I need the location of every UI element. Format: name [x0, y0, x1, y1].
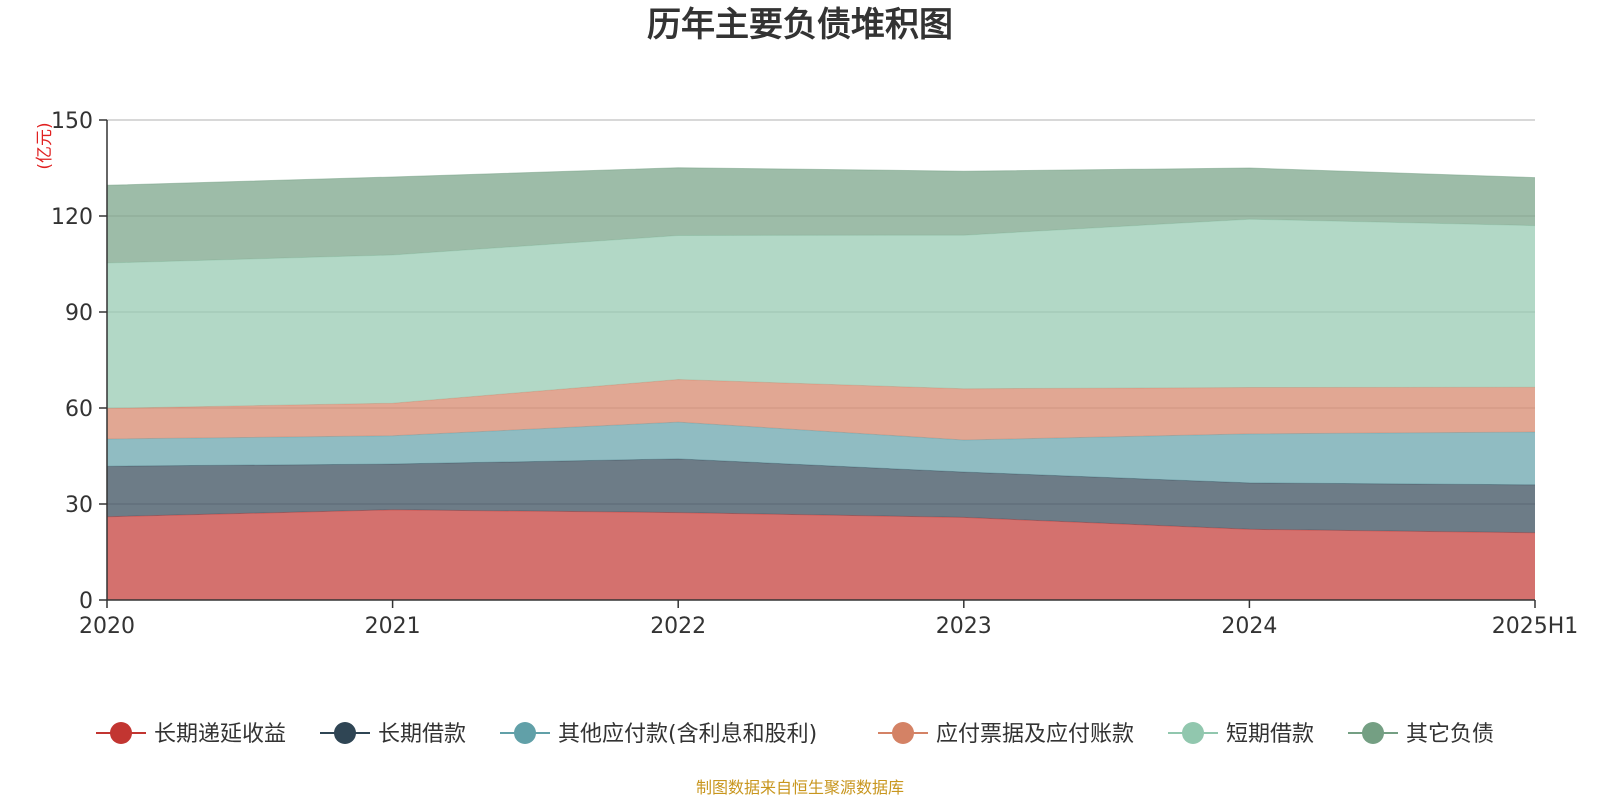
legend-item[interactable]: 短期借款 [1168, 722, 1314, 747]
area-series-其他应付款(含利息和股利) [107, 422, 1535, 485]
y-axis-ticks: 0 30 60 90 120 150 [51, 109, 107, 614]
area-series [106, 167, 1536, 600]
legend-item[interactable]: 长期递延收益 [96, 722, 286, 747]
x-tick-label: 2022 [650, 614, 706, 639]
legend-label: 其它负债 [1406, 722, 1494, 747]
legend: 长期递延收益 长期借款 其他应付款(含利息和股利) 应付票据及应付账款 短期借款 其它负债 [96, 722, 1494, 747]
y-tick-label: 60 [65, 397, 93, 422]
legend-label: 长期借款 [378, 722, 466, 747]
y-axis-unit-label: (亿元) [35, 122, 55, 169]
area-series-短期借款 [107, 219, 1535, 409]
legend-item[interactable]: 应付票据及应付账款 [878, 722, 1134, 747]
axes [106, 120, 1535, 601]
x-tick-label: 2020 [79, 614, 135, 639]
legend-label: 长期递延收益 [154, 722, 286, 747]
area-series-长期借款 [107, 458, 1535, 533]
legend-marker [110, 722, 132, 744]
x-tick-label: 2024 [1221, 614, 1277, 639]
y-tick-label: 0 [79, 589, 93, 614]
x-axis-ticks: 2020 2021 2022 2023 2024 2025H1 [79, 600, 1578, 639]
legend-label: 应付票据及应付账款 [936, 722, 1134, 747]
legend-item[interactable]: 其它负债 [1348, 722, 1494, 747]
x-tick-label: 2025H1 [1492, 614, 1579, 639]
legend-marker [1362, 722, 1384, 744]
legend-marker [514, 722, 536, 744]
y-tick-label: 90 [65, 301, 93, 326]
legend-item[interactable]: 其他应付款(含利息和股利) [500, 722, 817, 747]
legend-marker [1182, 722, 1204, 744]
y-tick-label: 120 [51, 205, 93, 230]
legend-label: 其他应付款(含利息和股利) [558, 722, 817, 747]
area-series-应付票据及应付账款 [107, 379, 1535, 440]
area-series-长期递延收益 [107, 509, 1535, 600]
area-edge-line [106, 167, 1536, 186]
legend-marker [334, 722, 356, 744]
x-tick-label: 2021 [365, 614, 421, 639]
y-tick-label: 150 [51, 109, 93, 134]
y-tick-label: 30 [65, 493, 93, 518]
area-series-其它负债 [107, 167, 1535, 263]
data-source-note: 制图数据来自恒生聚源数据库 [696, 778, 904, 797]
x-tick-label: 2023 [936, 614, 992, 639]
legend-marker [892, 722, 914, 744]
chart-title: 历年主要负债堆积图 [647, 5, 953, 45]
legend-item[interactable]: 长期借款 [320, 722, 466, 747]
legend-label: 短期借款 [1226, 722, 1314, 747]
